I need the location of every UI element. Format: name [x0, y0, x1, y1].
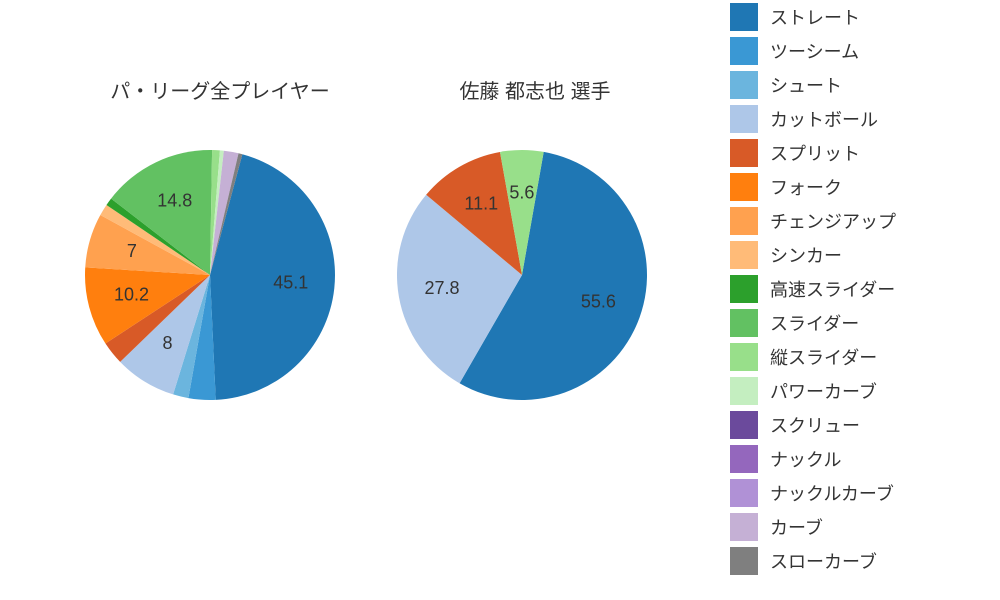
- pie-chart-player: 55.6 27.8 11.1 5.6: [367, 120, 677, 430]
- chart-area: パ・リーグ全プレイヤー 佐藤 都志也 選手 45.1810.2714.8 55.…: [0, 0, 660, 600]
- legend-item: ストレート: [730, 0, 980, 34]
- legend-swatch: [730, 173, 758, 201]
- slice-value-label: 11.1: [464, 193, 498, 213]
- legend-label: スプリット: [770, 140, 860, 166]
- legend-swatch: [730, 547, 758, 575]
- legend-label: カーブ: [770, 514, 823, 540]
- legend-item: カーブ: [730, 510, 980, 544]
- legend-swatch: [730, 479, 758, 507]
- legend-item: 縦スライダー: [730, 340, 980, 374]
- legend-item: フォーク: [730, 170, 980, 204]
- legend-swatch: [730, 275, 758, 303]
- legend-swatch: [730, 71, 758, 99]
- legend-swatch: [730, 513, 758, 541]
- slice-value-label: 7: [127, 241, 137, 261]
- legend-item: スプリット: [730, 136, 980, 170]
- legend-swatch: [730, 445, 758, 473]
- legend-swatch: [730, 377, 758, 405]
- legend-item: シンカー: [730, 238, 980, 272]
- legend-swatch: [730, 343, 758, 371]
- chart-title-player: 佐藤 都志也 選手: [395, 75, 675, 104]
- legend-label: パワーカーブ: [770, 378, 877, 404]
- legend-swatch: [730, 207, 758, 235]
- legend-label: ストレート: [770, 4, 860, 30]
- legend-swatch: [730, 105, 758, 133]
- legend-label: チェンジアップ: [770, 208, 896, 234]
- legend-label: スライダー: [770, 310, 859, 336]
- legend-item: スローカーブ: [730, 544, 980, 578]
- pie-chart-league: 45.1 8 10.2 7 14.8: [55, 120, 365, 430]
- legend-item: カットボール: [730, 102, 980, 136]
- legend-label: ツーシーム: [770, 38, 859, 64]
- legend-swatch: [730, 139, 758, 167]
- slice-value-label: 14.8: [157, 191, 192, 211]
- legend-label: カットボール: [770, 106, 878, 132]
- slice-value-label: 55.6: [581, 292, 616, 312]
- legend-item: パワーカーブ: [730, 374, 980, 408]
- legend-label: スローカーブ: [770, 548, 877, 574]
- chart-title-league: パ・リーグ全プレイヤー: [80, 75, 360, 104]
- legend: ストレートツーシームシュートカットボールスプリットフォークチェンジアップシンカー…: [730, 0, 980, 600]
- legend-label: ナックルカーブ: [770, 480, 894, 506]
- legend-label: 高速スライダー: [770, 276, 895, 302]
- legend-item: ナックル: [730, 442, 980, 476]
- legend-label: スクリュー: [770, 412, 860, 438]
- slice-value-label: 27.8: [424, 278, 459, 298]
- legend-swatch: [730, 411, 758, 439]
- legend-item: スライダー: [730, 306, 980, 340]
- slice-value-label: 45.1: [273, 272, 308, 292]
- legend-item: 高速スライダー: [730, 272, 980, 306]
- legend-label: 縦スライダー: [770, 344, 877, 370]
- legend-swatch: [730, 3, 758, 31]
- legend-label: フォーク: [770, 174, 842, 200]
- legend-item: スクリュー: [730, 408, 980, 442]
- figure-container: パ・リーグ全プレイヤー 佐藤 都志也 選手 45.1 8 10.2 7 14.8 55.…: [0, 0, 1000, 600]
- legend-swatch: [730, 309, 758, 337]
- legend-item: ナックルカーブ: [730, 476, 980, 510]
- legend-item: チェンジアップ: [730, 204, 980, 238]
- legend-item: ツーシーム: [730, 34, 980, 68]
- legend-label: シンカー: [770, 242, 842, 268]
- slice-value-label: 10.2: [114, 285, 149, 305]
- legend-label: シュート: [770, 72, 842, 98]
- slice-value-label: 8: [162, 333, 172, 353]
- legend-item: シュート: [730, 68, 980, 102]
- slice-value-label: 5.6: [509, 183, 534, 203]
- legend-label: ナックル: [770, 446, 841, 472]
- legend-swatch: [730, 37, 758, 65]
- legend-swatch: [730, 241, 758, 269]
